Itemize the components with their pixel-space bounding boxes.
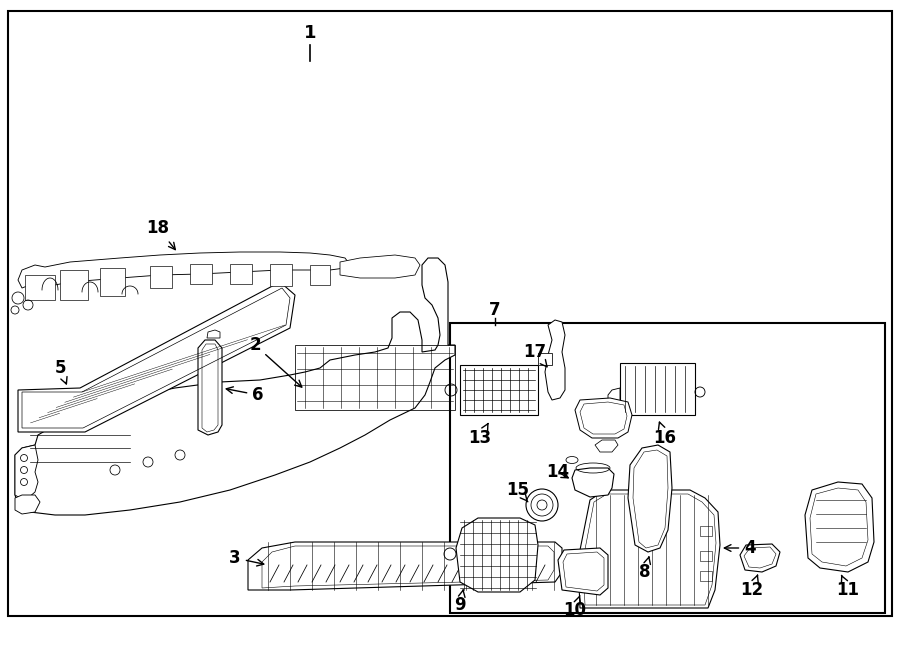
Bar <box>295 345 455 410</box>
Text: 10: 10 <box>563 596 587 619</box>
Text: 1: 1 <box>304 24 316 42</box>
Text: 12: 12 <box>741 575 763 599</box>
Bar <box>150 266 172 288</box>
Bar <box>700 526 712 536</box>
Polygon shape <box>207 330 220 338</box>
Text: 2: 2 <box>249 336 302 387</box>
Polygon shape <box>545 320 565 400</box>
Polygon shape <box>18 252 348 288</box>
Bar <box>25 275 55 300</box>
Polygon shape <box>456 518 538 592</box>
Text: 17: 17 <box>524 343 547 367</box>
Text: 11: 11 <box>836 576 860 599</box>
Polygon shape <box>15 258 455 515</box>
Bar <box>538 353 552 365</box>
Bar <box>700 551 712 561</box>
Bar <box>460 365 538 415</box>
Text: 3: 3 <box>230 549 264 567</box>
Text: 5: 5 <box>54 359 67 384</box>
Bar <box>230 264 252 284</box>
Bar <box>270 264 292 286</box>
Bar <box>700 571 712 581</box>
Text: 16: 16 <box>653 422 677 447</box>
Polygon shape <box>628 445 672 552</box>
Polygon shape <box>15 445 38 498</box>
Text: 4: 4 <box>724 539 756 557</box>
Polygon shape <box>558 548 608 595</box>
Text: 7: 7 <box>490 301 500 319</box>
Text: 9: 9 <box>454 590 466 614</box>
Bar <box>450 323 885 613</box>
Bar <box>190 264 212 284</box>
Bar <box>100 268 125 296</box>
Text: 14: 14 <box>546 463 570 481</box>
Text: 13: 13 <box>468 424 491 447</box>
Polygon shape <box>740 544 780 572</box>
Text: 8: 8 <box>639 557 651 581</box>
Polygon shape <box>572 468 614 497</box>
Polygon shape <box>198 340 222 435</box>
Bar <box>60 270 88 300</box>
Text: 18: 18 <box>147 219 176 250</box>
Polygon shape <box>18 282 295 432</box>
Polygon shape <box>805 482 874 572</box>
Bar <box>620 363 695 415</box>
Polygon shape <box>608 388 620 415</box>
Polygon shape <box>340 255 420 278</box>
Bar <box>310 265 330 285</box>
Polygon shape <box>248 542 562 590</box>
Polygon shape <box>575 398 632 438</box>
Polygon shape <box>578 490 720 608</box>
Polygon shape <box>595 440 618 452</box>
Text: 15: 15 <box>507 481 529 502</box>
Polygon shape <box>15 495 40 514</box>
Text: 6: 6 <box>226 386 264 404</box>
